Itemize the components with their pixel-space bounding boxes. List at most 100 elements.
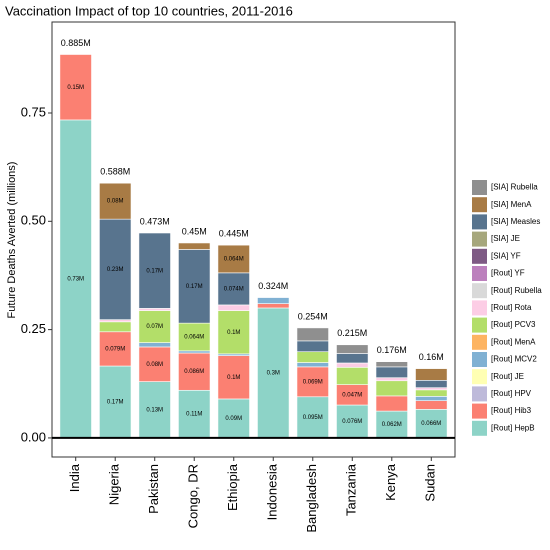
bar-segment: [138, 232, 171, 309]
legend-label: [SIA] MenA: [491, 200, 532, 209]
x-tick-label: Pakistan: [146, 464, 161, 514]
segment-label: 0.07M: [146, 324, 163, 330]
legend-label: [Rout] YF: [491, 269, 525, 278]
legend-key: [472, 369, 487, 385]
segment-label: 0.08M: [107, 199, 124, 205]
bar-segment: [415, 400, 448, 410]
bar-segment: [99, 319, 132, 323]
segment-label: 0.074M: [224, 286, 244, 292]
legend-key: [472, 317, 487, 333]
bar-segment: [375, 410, 408, 439]
bar-segment: [296, 396, 329, 439]
bar-segment: [138, 308, 171, 311]
bar-segment: [99, 365, 132, 439]
total-label: 0.324M: [258, 281, 288, 291]
segment-label: 0.3M: [267, 371, 280, 377]
bar-segment: [336, 367, 369, 385]
bar-segment: [138, 346, 171, 382]
x-tick-label: Indonesia: [265, 463, 280, 520]
x-tick-label: Bangladesh: [304, 464, 319, 533]
legend-key: [472, 403, 487, 419]
total-label: 0.45M: [182, 226, 207, 236]
legend-key: [472, 352, 487, 367]
bar-segment: [138, 342, 171, 348]
segment-label: 0.047M: [342, 392, 362, 398]
x-tick-label: Tanzania: [344, 463, 359, 516]
bar-segment: [415, 368, 448, 381]
x-tick-label: Sudan: [423, 464, 438, 502]
bar-segment: [217, 304, 250, 311]
y-tick-label: 0.25: [21, 321, 46, 336]
segment-label: 0.1M: [227, 330, 240, 336]
bar-segment: [336, 362, 369, 368]
segment-label: 0.062M: [382, 422, 402, 428]
segment-label: 0.066M: [421, 421, 441, 427]
y-tick-label: 0.00: [21, 429, 46, 444]
y-axis-title: Future Deaths Averted (millions): [6, 162, 18, 319]
bar-segment: [138, 381, 171, 439]
bar-segment: [296, 362, 329, 368]
segment-label: 0.08M: [146, 362, 163, 368]
bar-segment: [296, 327, 329, 342]
segment-label: 0.11M: [186, 412, 202, 418]
legend-label: [Rout] Hib3: [491, 406, 532, 415]
legend-label: [Rout] MenA: [491, 337, 536, 346]
segment-label: 0.09M: [225, 416, 242, 422]
bar-segment: [217, 244, 250, 274]
bar-segment: [178, 242, 211, 250]
bar-segment: [59, 119, 92, 439]
total-label: 0.885M: [61, 38, 91, 48]
legend-label: [SIA] JE: [491, 234, 520, 243]
segment-label: 0.086M: [184, 369, 204, 375]
bar-segment: [415, 387, 448, 391]
total-label: 0.445M: [219, 229, 249, 239]
bar-segment: [178, 352, 211, 391]
bar-segment: [375, 366, 408, 379]
segment-label: 0.15M: [67, 85, 84, 91]
segment-label: 0.23M: [107, 267, 124, 273]
x-tick-label: Ethiopia: [225, 463, 240, 511]
panel-border: [51, 21, 456, 458]
legend-key: [472, 197, 487, 213]
legend-label: [Rout] Rota: [491, 303, 532, 312]
legend-key: [472, 266, 487, 281]
segment-label: 0.076M: [342, 419, 362, 425]
bar-segment: [415, 409, 448, 439]
segment-label: 0.13M: [146, 407, 163, 413]
segment-label: 0.064M: [184, 335, 204, 341]
bar-segment: [99, 218, 132, 320]
total-label: 0.16M: [419, 352, 444, 362]
legend-label: [Rout] HepB: [491, 423, 535, 432]
legend-label: [Rout] Rubella: [491, 286, 542, 295]
bar-segment: [257, 303, 290, 309]
segment-label: 0.17M: [107, 400, 124, 406]
legend-label: [Rout] PCV3: [491, 320, 536, 329]
x-tick-label: Nigeria: [107, 463, 122, 505]
legend-key: [472, 180, 487, 195]
y-tick-label: 0.50: [21, 213, 46, 228]
bar-segment: [336, 344, 369, 354]
bar-segment: [257, 297, 290, 304]
bar-segment: [178, 350, 211, 354]
total-label: 0.176M: [377, 345, 407, 355]
legend-label: [Rout] JE: [491, 372, 524, 381]
legend-key: [472, 420, 487, 436]
legend-key: [472, 386, 487, 402]
bar-segment: [415, 380, 448, 388]
legend-key: [472, 214, 487, 230]
bar-segment: [217, 355, 250, 400]
legend-key: [472, 283, 487, 299]
bar-segment: [415, 396, 448, 401]
chart-title: Vaccination Impact of top 10 countries, …: [5, 3, 293, 18]
legend-label: [Rout] MCV2: [491, 355, 537, 364]
bar-segment: [375, 380, 408, 397]
segment-label: 0.095M: [303, 415, 323, 421]
legend-key: [472, 248, 487, 264]
total-label: 0.588M: [100, 167, 130, 177]
bar-segment: [99, 331, 132, 367]
legend-label: [Rout] HPV: [491, 389, 532, 398]
segment-label: 0.079M: [105, 346, 125, 352]
bar-segment: [99, 321, 132, 333]
bar-segment: [375, 395, 408, 412]
segment-label: 0.17M: [186, 284, 203, 290]
